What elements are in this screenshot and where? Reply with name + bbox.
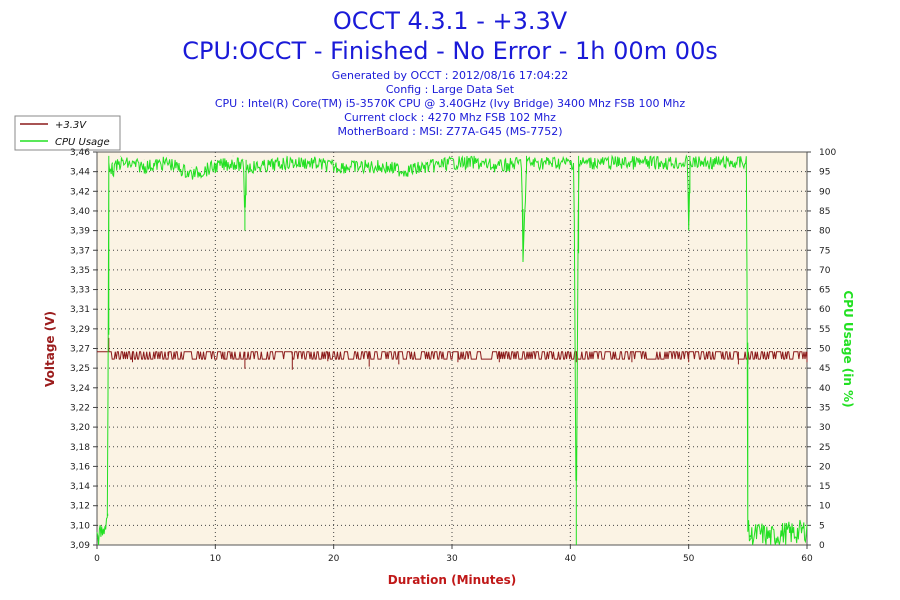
y2-tick-label: 25 — [819, 443, 830, 453]
chart-title: OCCT 4.3.1 - +3.3V — [333, 7, 568, 35]
y-tick-label: 3,18 — [70, 443, 90, 453]
x-axis-ticks: 0 10 20 30 40 50 60 — [94, 545, 813, 564]
y2-tick-label: 0 — [819, 541, 825, 551]
y-tick-label: 3,44 — [70, 168, 90, 178]
y-tick-label: 3,40 — [70, 207, 90, 217]
y-tick-label: 3,12 — [70, 502, 90, 512]
y2-tick-label: 60 — [819, 305, 831, 315]
x-tick-label: 10 — [210, 554, 222, 564]
y2-tick-label: 40 — [819, 384, 831, 394]
y-tick-label: 3,14 — [70, 482, 90, 492]
y-tick-label: 3,42 — [70, 187, 90, 197]
y-tick-label: 3,46 — [70, 148, 90, 158]
y-axis-title: Voltage (V) — [43, 311, 57, 387]
grid — [97, 152, 807, 545]
chart-subtitle: CPU:OCCT - Finished - No Error - 1h 00m … — [182, 37, 718, 65]
y-tick-label: 3,09 — [70, 541, 90, 551]
y-tick-label: 3,16 — [70, 462, 90, 472]
y2-tick-label: 50 — [819, 345, 831, 355]
y2-tick-label: 70 — [819, 266, 831, 276]
y2-tick-label: 55 — [819, 325, 830, 335]
y-tick-label: 3,27 — [70, 345, 90, 355]
y2-tick-label: 100 — [819, 148, 836, 158]
legend-label-cpu: CPU Usage — [55, 137, 110, 148]
x-tick-label: 50 — [683, 554, 695, 564]
x-tick-label: 60 — [801, 554, 813, 564]
info-generated: Generated by OCCT : 2012/08/16 17:04:22 — [332, 69, 569, 82]
y2-tick-label: 20 — [819, 462, 831, 472]
y-tick-label: 3,22 — [70, 403, 90, 413]
info-clock: Current clock : 4270 Mhz FSB 102 Mhz — [344, 111, 556, 124]
y2-tick-label: 85 — [819, 207, 830, 217]
legend-label-voltage: +3.3V — [55, 120, 87, 131]
info-config: Config : Large Data Set — [386, 83, 515, 96]
y-tick-label: 3,37 — [70, 246, 90, 256]
y-tick-label: 3,31 — [70, 305, 90, 315]
info-cpu: CPU : Intel(R) Core(TM) i5-3570K CPU @ 3… — [215, 97, 686, 110]
y2-tick-label: 5 — [819, 521, 825, 531]
y2-tick-label: 15 — [819, 482, 830, 492]
y2-axis-title: CPU Usage (in %) — [841, 290, 855, 407]
y-tick-label: 3,33 — [70, 286, 90, 296]
y-tick-label: 3,10 — [70, 521, 90, 531]
y-tick-label: 3,39 — [70, 227, 90, 237]
y2-tick-label: 35 — [819, 403, 830, 413]
x-tick-label: 40 — [565, 554, 577, 564]
y-tick-label: 3,25 — [70, 364, 90, 374]
y2-tick-label: 10 — [819, 502, 831, 512]
y-tick-label: 3,20 — [70, 423, 90, 433]
x-tick-label: 0 — [94, 554, 100, 564]
x-axis-title: Duration (Minutes) — [388, 573, 516, 587]
info-motherboard: MotherBoard : MSI: Z77A-G45 (MS-7752) — [338, 125, 563, 138]
y2-axis-ticks: 0 5 10 15 20 25 30 35 40 45 50 55 60 65 70 75 80 85 90 95 10… — [807, 148, 836, 551]
x-tick-label: 30 — [446, 554, 458, 564]
y2-tick-label: 30 — [819, 423, 831, 433]
y-tick-label: 3,29 — [70, 325, 90, 335]
series-line-voltage — [97, 337, 808, 370]
y2-tick-label: 90 — [819, 187, 831, 197]
y2-tick-label: 45 — [819, 364, 830, 374]
y2-tick-label: 75 — [819, 246, 830, 256]
y2-tick-label: 80 — [819, 227, 831, 237]
legend: +3.3V CPU Usage — [14, 115, 121, 151]
y-tick-label: 3,35 — [70, 266, 90, 276]
y-tick-label: 3,24 — [70, 384, 90, 394]
y-axis-ticks: 3,09 3,10 3,12 3,14 3,16 3,18 3,20 3,22 3,24 3,25… — [70, 148, 97, 551]
y2-tick-label: 65 — [819, 286, 830, 296]
y2-tick-label: 95 — [819, 168, 830, 178]
legend-box — [14, 115, 121, 151]
x-tick-label: 20 — [328, 554, 340, 564]
series-layer — [96, 154, 808, 546]
